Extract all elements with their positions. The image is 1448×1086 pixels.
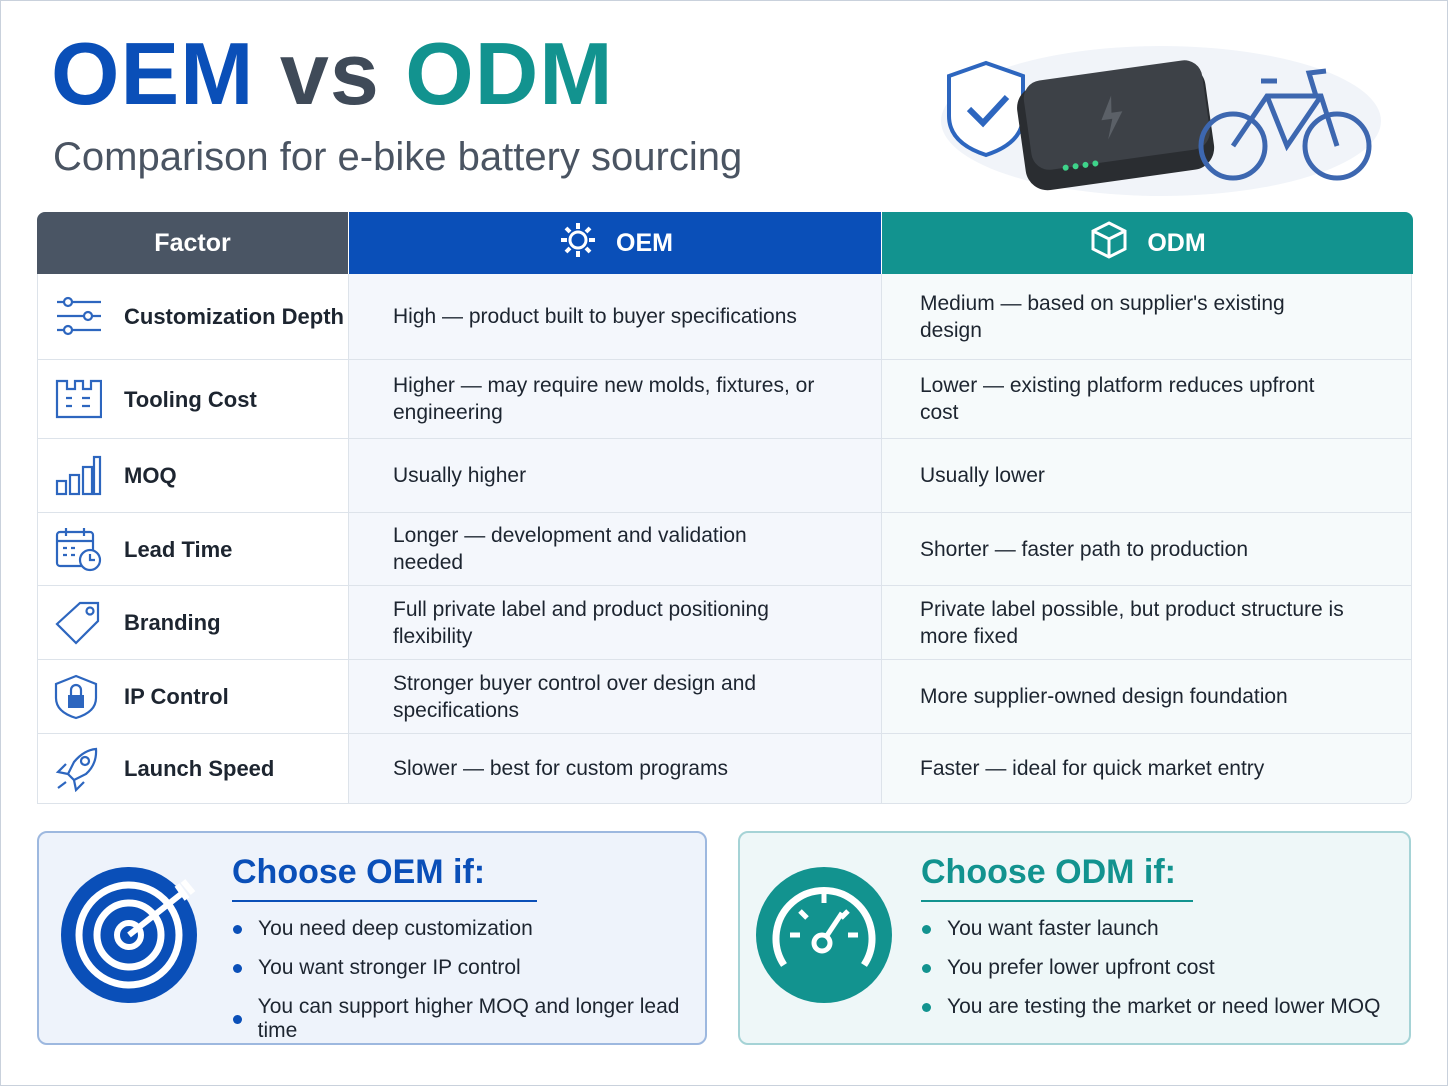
bullet-dot <box>233 963 242 973</box>
subtitle: Comparison for e-bike battery sourcing <box>53 135 743 179</box>
bullet-text: You need deep customization <box>258 917 533 940</box>
cell-text: Usually lower <box>920 464 1045 487</box>
table-cell: Customization Depth <box>37 274 348 360</box>
bullet-text: You can support higher MOQ and longer le… <box>257 995 680 1042</box>
cell-text: Private label possible, but product stru… <box>920 597 1344 648</box>
title-odm: ODM <box>405 24 614 123</box>
table-cell: Launch Speed <box>37 734 348 804</box>
choose-oem-box: Choose OEM if: You need deep customizati… <box>37 831 707 1045</box>
header-icon <box>558 220 598 267</box>
table-cell: High — product built to buyer specificat… <box>348 274 881 360</box>
factor-label: Customization Depth <box>124 304 344 329</box>
bullet: You want stronger IP control <box>233 956 521 980</box>
title-vs: vs <box>279 24 380 123</box>
table-cell: More supplier-owned design foundation <box>881 660 1412 734</box>
table-cell: Stronger buyer control over design and s… <box>348 660 881 734</box>
table-cell: Lead Time <box>37 513 348 586</box>
row-icon <box>54 600 102 646</box>
header-cell: OEM <box>348 212 882 274</box>
cell-text: Shorter — faster path to production <box>920 537 1249 561</box>
bullet-text: You want faster launch <box>947 917 1159 940</box>
cell-text: Usually higher <box>393 464 527 487</box>
cell-text: Higher — may require new molds, fixtures… <box>393 374 815 424</box>
bullet: You need deep customization <box>233 917 533 941</box>
row-icon <box>54 526 102 572</box>
title-oem: OEM <box>51 24 255 123</box>
table-cell: Medium — based on supplier's existing de… <box>881 274 1412 360</box>
bullet: You are testing the market or need lower… <box>922 995 1380 1019</box>
table-cell: Faster — ideal for quick market entry <box>881 734 1412 804</box>
table-cell: Slower — best for custom programs <box>348 734 881 804</box>
bullet: You prefer lower upfront cost <box>922 956 1215 980</box>
illustration <box>941 46 1381 196</box>
title: OEM vs ODM <box>51 23 614 125</box>
table-cell: Usually higher <box>348 439 881 513</box>
table-cell: Full private label and product positioni… <box>348 586 881 660</box>
bullet-dot <box>922 924 931 934</box>
cell-text: Lower — existing platform reduces upfron… <box>920 374 1315 424</box>
box-title: Choose ODM if: <box>921 853 1193 902</box>
table-cell: Branding <box>37 586 348 660</box>
bullet: You can support higher MOQ and longer le… <box>233 995 705 1043</box>
bullet-text: You want stronger IP control <box>258 956 521 979</box>
header-label: ODM <box>1147 228 1206 257</box>
table-cell: Lower — existing platform reduces upfron… <box>881 360 1412 439</box>
cell-text: Slower — best for custom programs <box>393 757 728 780</box>
target-icon <box>61 867 197 1003</box>
table-cell: Longer — development and validation need… <box>348 513 881 586</box>
factor-label: Branding <box>124 610 221 635</box>
factor-label: MOQ <box>124 463 177 488</box>
bullet-dot <box>922 1002 931 1012</box>
cell-text: Faster — ideal for quick market entry <box>920 757 1265 780</box>
row-icon <box>54 376 102 422</box>
factor-label: IP Control <box>124 684 229 709</box>
factor-label: Tooling Cost <box>124 386 257 412</box>
bullet: You want faster launch <box>922 917 1159 941</box>
bullet-text: You prefer lower upfront cost <box>947 956 1215 979</box>
table-cell: Usually lower <box>881 439 1412 513</box>
table-cell: Higher — may require new molds, fixtures… <box>348 360 881 439</box>
gauge-icon <box>756 867 892 1003</box>
bullet-dot <box>922 963 931 973</box>
bullet-dot <box>233 1014 242 1024</box>
cell-text: High — product built to buyer specificat… <box>393 305 797 328</box>
table-cell: MOQ <box>37 439 348 513</box>
cell-text: Full private label and product positioni… <box>393 597 769 648</box>
row-icon <box>54 674 102 720</box>
header-label: Factor <box>154 228 231 257</box>
header-label: OEM <box>616 228 673 257</box>
table-cell: Private label possible, but product stru… <box>881 586 1412 660</box>
table-cell: IP Control <box>37 660 348 734</box>
factor-label: Lead Time <box>124 536 233 562</box>
row-icon <box>54 746 102 792</box>
row-icon <box>54 453 102 499</box>
box-title: Choose OEM if: <box>232 853 537 902</box>
header-icon <box>1089 220 1129 267</box>
bullet-dot <box>233 924 242 934</box>
row-icon <box>54 294 102 340</box>
table-cell: Tooling Cost <box>37 360 348 439</box>
cell-text: Stronger buyer control over design and s… <box>393 671 757 722</box>
table-cell: Shorter — faster path to production <box>881 513 1412 586</box>
cell-text: Longer — development and validation need… <box>393 524 747 574</box>
header-cell: Factor <box>37 212 348 274</box>
cell-text: More supplier-owned design foundation <box>920 685 1288 708</box>
factor-label: Launch Speed <box>124 756 275 781</box>
bullet-text: You are testing the market or need lower… <box>947 995 1381 1018</box>
header-cell: ODM <box>881 212 1413 274</box>
choose-odm-box: Choose ODM if: You want faster launch You… <box>738 831 1411 1045</box>
cell-text: Medium — based on supplier's existing de… <box>920 291 1285 342</box>
